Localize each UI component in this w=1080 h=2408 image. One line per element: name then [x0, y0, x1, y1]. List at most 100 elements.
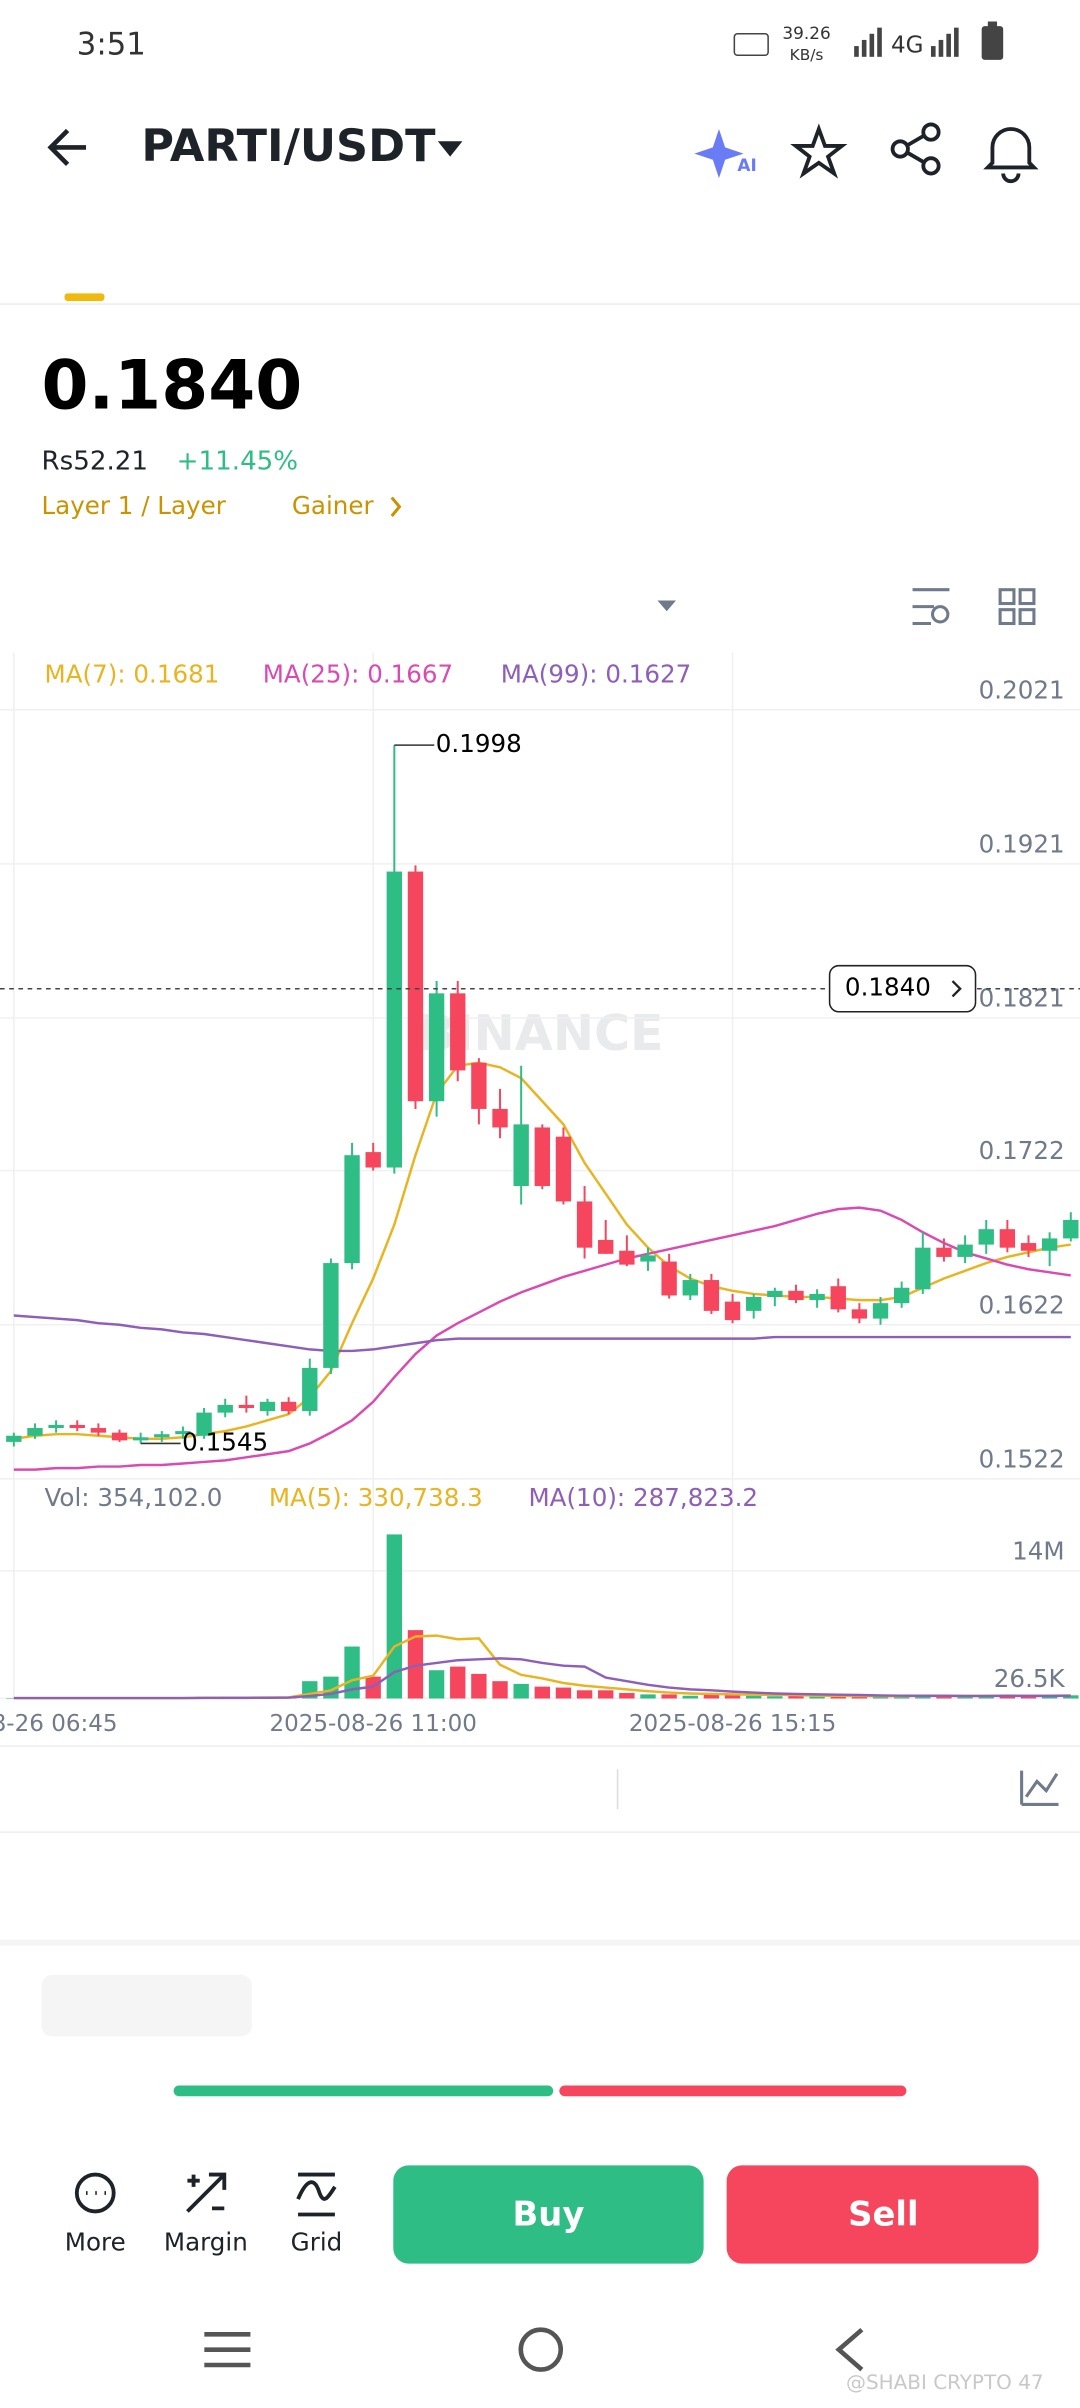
network: 4G [891, 33, 923, 59]
divider [0, 1939, 1080, 1946]
indicator-settings[interactable] [1020, 1770, 1059, 1806]
candle-body [619, 1250, 635, 1265]
candle-body [238, 1404, 255, 1408]
net-speed: 39.26 [782, 23, 830, 43]
candle-body [450, 993, 466, 1071]
gainer-tag[interactable]: Gainer [292, 491, 375, 520]
y-tick-label: 0.1921 [979, 829, 1065, 858]
volume-bar [788, 1695, 804, 1699]
chart-settings[interactable] [912, 588, 950, 626]
candle-body [893, 1287, 910, 1304]
alert-button[interactable] [983, 127, 1039, 184]
chevron [951, 980, 962, 998]
candle-body [111, 1432, 128, 1441]
candle-body [576, 1201, 593, 1248]
share-button[interactable] [890, 122, 941, 176]
volume-bar [386, 1534, 403, 1699]
ma-legend: MA(99): 0.1627 [501, 660, 691, 689]
ma-legend: MA(7): 0.1681 [45, 660, 220, 689]
volume-bar [555, 1687, 572, 1699]
volume-bar [513, 1683, 529, 1699]
more-dropdown[interactable] [657, 600, 676, 612]
buy-ratio-bar [173, 2085, 554, 2097]
action-icon[interactable] [296, 2172, 337, 2217]
candle-body [175, 1431, 191, 1435]
action-label[interactable]: More [65, 2228, 126, 2257]
pair-title[interactable]: PARTI/USDT [141, 120, 436, 172]
nav-home[interactable] [518, 2327, 564, 2372]
volume-bar [851, 1696, 868, 1699]
candle-body [1041, 1238, 1058, 1251]
y-tick-label: 26.5K [994, 1664, 1066, 1693]
action-label[interactable]: Margin [164, 2228, 248, 2257]
volume-bar [344, 1646, 360, 1699]
candle-body [830, 1286, 846, 1310]
buy-button[interactable] [393, 2165, 704, 2264]
volume-bar [492, 1681, 508, 1699]
ma-line [13, 1314, 1071, 1353]
watermark: @SHABI CRYPTO 47 [846, 2370, 1044, 2394]
ai-button[interactable]: AI [694, 129, 757, 179]
volume-bar [576, 1690, 593, 1699]
layout-button[interactable] [998, 588, 1036, 626]
volume-bar [598, 1690, 614, 1699]
action-label[interactable]: Grid [291, 2228, 343, 2257]
vol-ma-legend: MA(10): 287,823.2 [528, 1483, 758, 1512]
orderbook-tab-bg [41, 1974, 252, 2037]
volume-bar [957, 1696, 973, 1699]
candle-body [48, 1424, 64, 1429]
candle-body [407, 871, 424, 1102]
svg-text:AI: AI [737, 155, 756, 175]
candle-body [1020, 1243, 1037, 1251]
vol-ma-legend: MA(5): 330,738.3 [269, 1483, 483, 1512]
last-price: 0.1840 [41, 346, 302, 425]
last-price-label[interactable]: 0.1840 [845, 973, 931, 1002]
pair-dropdown[interactable] [437, 141, 463, 157]
last-price-box[interactable] [828, 964, 977, 1013]
candle-body [1063, 1219, 1079, 1239]
candle-body [27, 1428, 43, 1436]
x-tick-label: 2025-08-26 11:00 [269, 1711, 476, 1737]
candle-body [978, 1229, 994, 1245]
buy-label[interactable]: Buy [513, 2195, 585, 2234]
y-tick-label: 0.1622 [979, 1290, 1065, 1319]
volume-bar [767, 1696, 783, 1699]
sector-tag[interactable]: Layer 1 / Layer [41, 491, 226, 520]
nav-menu[interactable] [204, 2331, 251, 2368]
candle-body [534, 1127, 550, 1187]
volume-bar [703, 1693, 720, 1699]
back-button[interactable] [47, 128, 87, 166]
candle-body [788, 1290, 804, 1301]
favorite-button[interactable] [790, 123, 848, 179]
candle-body [471, 1062, 487, 1109]
y-tick-label: 0.2021 [979, 675, 1065, 704]
status-time: 3:51 [77, 27, 146, 63]
candle-body [323, 1263, 339, 1368]
candle-body [90, 1428, 107, 1433]
volume-bar [471, 1673, 487, 1699]
nav-back[interactable] [835, 2327, 864, 2372]
y-tick-label: 0.1722 [979, 1136, 1065, 1165]
candle-body [915, 1247, 931, 1290]
x-tick-label: 2025-08-26 15:15 [629, 1711, 836, 1737]
candle-body [851, 1309, 868, 1319]
candle-body [513, 1124, 529, 1187]
candle-body [6, 1435, 22, 1442]
chevron [390, 496, 402, 517]
volume-bar [1041, 1695, 1058, 1699]
volume-bar [809, 1696, 825, 1699]
candle-body [598, 1239, 614, 1254]
candle-body [767, 1290, 783, 1298]
candle-body [661, 1261, 677, 1296]
candle-body [746, 1297, 762, 1311]
volume-bar [619, 1693, 635, 1699]
action-icon[interactable] [74, 2172, 116, 2214]
sell-ratio-bar [559, 2085, 907, 2097]
net-unit: KB/s [790, 46, 824, 64]
sell-label[interactable]: Sell [848, 2195, 918, 2234]
action-icon[interactable] [186, 2172, 227, 2213]
annotation-label: 0.1545 [182, 1427, 268, 1456]
sell-button[interactable] [726, 2165, 1039, 2264]
vol-legend: Vol: 354,102.0 [45, 1483, 223, 1512]
